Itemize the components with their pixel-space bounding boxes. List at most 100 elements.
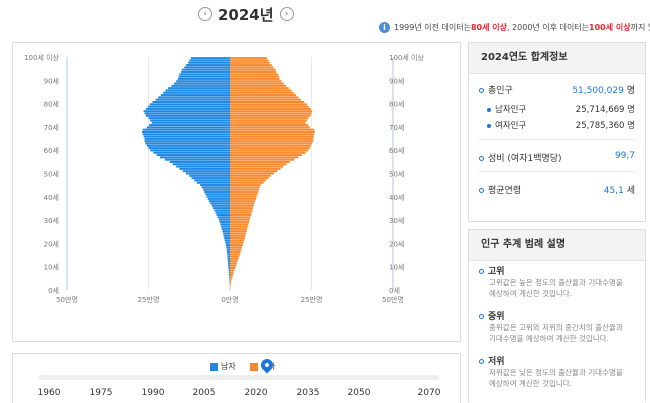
female-bar[interactable] [230,126,310,128]
male-bar[interactable] [171,85,230,87]
male-bar[interactable] [147,126,230,128]
male-bar[interactable] [220,223,230,225]
male-bar[interactable] [220,221,230,223]
female-bar[interactable] [230,78,280,80]
female-bar[interactable] [230,129,314,131]
female-bar[interactable] [230,251,241,253]
female-bar[interactable] [230,274,233,276]
female-bar[interactable] [230,179,266,181]
female-bar[interactable] [230,156,298,158]
female-bar[interactable] [230,124,308,126]
female-bar[interactable] [230,57,267,59]
male-bar[interactable] [145,113,230,115]
male-bar[interactable] [179,73,230,75]
male-bar[interactable] [145,138,230,140]
male-bar[interactable] [188,62,230,64]
female-bar[interactable] [230,191,258,193]
male-bar[interactable] [144,136,230,138]
male-bar[interactable] [229,274,230,276]
male-bar[interactable] [149,117,231,119]
male-bar[interactable] [179,168,230,170]
female-bar[interactable] [230,147,310,149]
female-bar[interactable] [230,159,295,161]
female-bar[interactable] [230,152,306,154]
male-bar[interactable] [182,69,230,71]
male-bar[interactable] [208,198,230,200]
male-bar[interactable] [213,207,230,209]
male-bar[interactable] [173,163,230,165]
male-bar[interactable] [227,251,230,253]
male-bar[interactable] [161,94,230,96]
timeline-track[interactable] [39,375,439,380]
male-bar[interactable] [229,276,230,278]
male-bar[interactable] [148,106,230,108]
male-bar[interactable] [191,57,230,59]
timeline-year-label[interactable]: 2070 [418,388,441,398]
female-bar[interactable] [230,269,234,271]
female-bar[interactable] [230,161,290,163]
timeline-year-label[interactable]: 1960 [38,388,61,398]
male-bar[interactable] [178,78,230,80]
female-bar[interactable] [230,228,247,230]
male-bar[interactable] [142,131,230,133]
male-bar[interactable] [174,83,230,85]
male-bar[interactable] [221,226,230,228]
male-bar[interactable] [203,189,230,191]
female-bar[interactable] [230,73,278,75]
male-bar[interactable] [225,239,230,241]
female-bar[interactable] [230,219,250,221]
female-bar[interactable] [230,242,244,244]
female-bar[interactable] [230,258,238,260]
male-bar[interactable] [222,230,230,232]
female-bar[interactable] [230,212,252,214]
female-bar[interactable] [230,138,313,140]
male-bar[interactable] [227,253,230,255]
female-bar[interactable] [230,221,249,223]
female-bar[interactable] [230,66,273,68]
female-bar[interactable] [230,216,251,218]
female-bar[interactable] [230,62,270,64]
female-bar[interactable] [230,265,236,267]
female-bar[interactable] [230,202,254,204]
female-bar[interactable] [230,276,232,278]
female-bar[interactable] [230,184,261,186]
male-bar[interactable] [223,232,230,234]
male-bar[interactable] [224,235,230,237]
female-bar[interactable] [230,193,258,195]
female-bar[interactable] [230,237,245,239]
male-bar[interactable] [150,149,230,151]
male-bar[interactable] [228,262,230,264]
male-bar[interactable] [147,145,230,147]
male-bar[interactable] [228,267,230,269]
chevron-right-icon[interactable]: › [280,7,294,21]
female-bar[interactable] [230,249,241,251]
female-bar[interactable] [230,207,253,209]
female-bar[interactable] [230,117,308,119]
female-bar[interactable] [230,253,240,255]
female-bar[interactable] [230,246,242,248]
male-bar[interactable] [152,101,230,103]
female-bar[interactable] [230,170,277,172]
male-bar[interactable] [209,200,230,202]
female-bar[interactable] [230,64,272,66]
male-bar[interactable] [194,179,230,181]
female-bar[interactable] [230,101,304,103]
male-bar[interactable] [227,256,230,258]
female-bar[interactable] [230,163,286,165]
female-bar[interactable] [230,122,306,124]
male-bar[interactable] [184,66,230,68]
timeline-year-label[interactable]: 1990 [142,388,165,398]
female-bar[interactable] [230,205,254,207]
female-bar[interactable] [230,149,308,151]
male-bar[interactable] [153,152,230,154]
male-bar[interactable] [228,265,230,267]
male-bar[interactable] [149,147,231,149]
female-bar[interactable] [230,69,276,71]
female-bar[interactable] [230,235,245,237]
female-bar[interactable] [230,223,248,225]
male-bar[interactable] [183,170,230,172]
male-bar[interactable] [158,96,230,98]
female-bar[interactable] [230,189,259,191]
female-bar[interactable] [230,136,314,138]
female-bar[interactable] [230,106,309,108]
